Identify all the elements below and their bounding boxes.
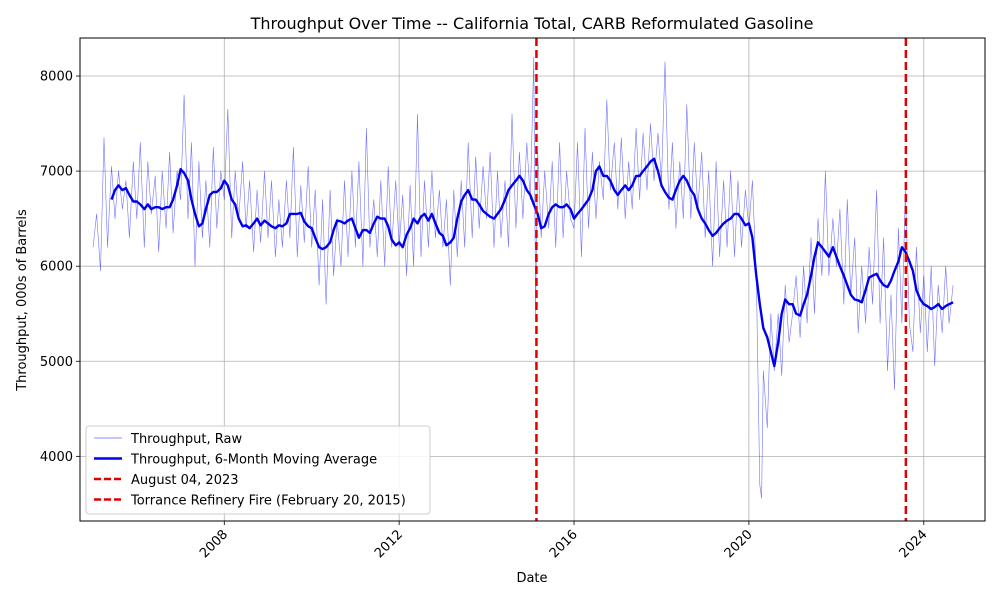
grid-lines bbox=[80, 38, 985, 521]
y-axis: 4000 5000 6000 7000 8000 bbox=[40, 70, 80, 465]
y-axis-label: Throughput, 000s of Barrels bbox=[15, 209, 30, 392]
x-axis-label: Date bbox=[516, 571, 547, 586]
series-raw-line bbox=[92, 56, 954, 499]
series-moving-average-line bbox=[110, 157, 954, 368]
plot-frame bbox=[79, 37, 986, 522]
y-tick-label: 6000 bbox=[40, 260, 73, 275]
plot-area bbox=[92, 38, 954, 521]
legend-entry-label: Throughput, Raw bbox=[130, 432, 242, 447]
y-tick-label: 5000 bbox=[40, 355, 73, 370]
y-tick-label: 4000 bbox=[40, 450, 73, 465]
y-tick-label: 7000 bbox=[40, 165, 73, 180]
legend-entry-label: Throughput, 6-Month Moving Average bbox=[130, 453, 377, 468]
legend-entry-label: August 04, 2023 bbox=[131, 473, 239, 488]
chart-title: Throughput Over Time -- California Total… bbox=[250, 14, 814, 33]
legend: Throughput, Raw Throughput, 6-Month Movin… bbox=[85, 425, 431, 515]
legend-box bbox=[85, 425, 431, 515]
legend-entry-label: Torrance Refinery Fire (February 20, 201… bbox=[130, 494, 406, 509]
y-tick-label: 8000 bbox=[40, 70, 73, 85]
